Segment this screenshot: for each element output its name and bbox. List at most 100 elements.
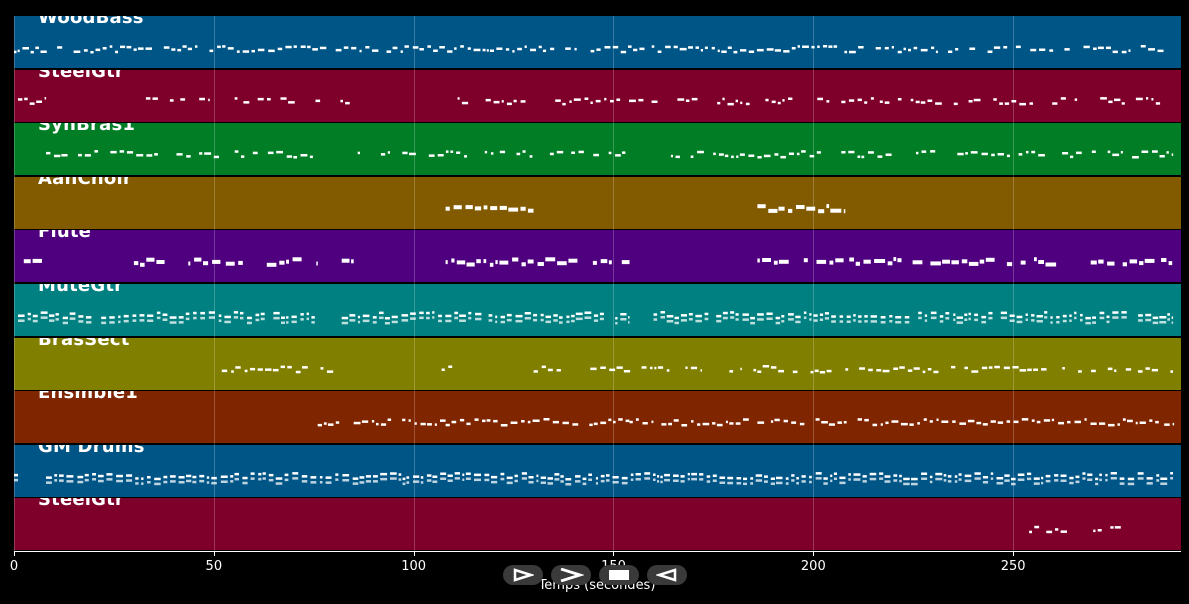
note	[211, 481, 217, 485]
note	[32, 314, 38, 318]
note	[565, 477, 572, 481]
note	[49, 319, 55, 322]
note	[235, 365, 241, 369]
note	[1033, 368, 1038, 371]
note	[524, 45, 527, 48]
note	[1025, 318, 1028, 321]
note	[571, 151, 575, 155]
note	[387, 418, 392, 422]
note	[863, 260, 871, 265]
x-tick	[413, 551, 415, 556]
note	[398, 473, 402, 476]
note	[590, 367, 597, 370]
track-notes	[14, 471, 1173, 486]
note	[126, 479, 133, 482]
note	[953, 313, 956, 316]
note	[1171, 153, 1174, 157]
track-3: AahChoir	[14, 176, 1181, 229]
note	[974, 318, 978, 322]
note	[616, 365, 623, 369]
note	[575, 474, 581, 478]
rewind-button[interactable]	[647, 565, 687, 585]
note	[413, 480, 420, 483]
note	[968, 99, 973, 103]
note	[291, 320, 297, 324]
note	[1159, 316, 1167, 319]
note	[773, 261, 778, 266]
note	[608, 418, 612, 422]
note	[447, 479, 453, 482]
note	[957, 152, 964, 156]
note	[426, 311, 430, 315]
note	[810, 370, 814, 373]
note	[489, 263, 494, 268]
grid-line	[413, 16, 415, 551]
note	[154, 477, 161, 480]
note	[1074, 316, 1077, 320]
note	[163, 475, 168, 479]
note	[882, 369, 890, 372]
note	[644, 476, 651, 480]
note	[999, 101, 1003, 105]
note	[135, 476, 139, 480]
note	[1170, 476, 1173, 480]
note	[893, 257, 897, 262]
stop-button[interactable]	[599, 565, 639, 585]
note	[380, 153, 386, 156]
note	[410, 317, 416, 320]
note	[803, 316, 807, 319]
note	[872, 423, 878, 427]
note	[712, 474, 717, 477]
note	[824, 312, 829, 315]
note	[351, 46, 357, 50]
note	[92, 477, 96, 481]
note	[372, 321, 377, 324]
note	[46, 481, 52, 484]
note	[936, 418, 939, 422]
note	[506, 476, 513, 479]
note	[921, 477, 928, 480]
note	[102, 47, 107, 50]
x-tick-label: 50	[205, 559, 223, 574]
note	[869, 477, 877, 481]
note	[192, 480, 197, 484]
note	[781, 315, 785, 318]
note	[730, 311, 735, 314]
note	[575, 479, 581, 483]
note	[791, 421, 797, 425]
note	[462, 473, 465, 476]
note	[566, 320, 570, 324]
note	[990, 420, 996, 423]
note	[467, 47, 471, 50]
note	[188, 261, 191, 266]
note	[991, 153, 995, 157]
note	[187, 47, 192, 51]
note	[319, 480, 323, 484]
note	[432, 316, 435, 319]
note	[372, 49, 379, 52]
note	[1121, 50, 1127, 54]
note	[722, 311, 728, 315]
note	[724, 154, 729, 158]
note	[438, 319, 442, 323]
note	[365, 479, 372, 483]
note	[1051, 418, 1055, 422]
note	[924, 319, 928, 322]
grid-line	[213, 16, 215, 551]
note	[929, 475, 933, 478]
note	[62, 316, 68, 320]
note	[1146, 481, 1153, 485]
note	[830, 474, 833, 477]
note	[848, 98, 855, 102]
x-tick	[14, 551, 15, 556]
note	[335, 48, 342, 52]
note	[136, 154, 144, 157]
note	[982, 475, 989, 479]
note	[628, 316, 630, 319]
note	[1155, 421, 1159, 424]
note	[448, 365, 453, 368]
fast-forward-button[interactable]	[551, 565, 591, 585]
play-button[interactable]	[503, 565, 543, 585]
note	[556, 151, 564, 154]
note	[831, 320, 836, 323]
